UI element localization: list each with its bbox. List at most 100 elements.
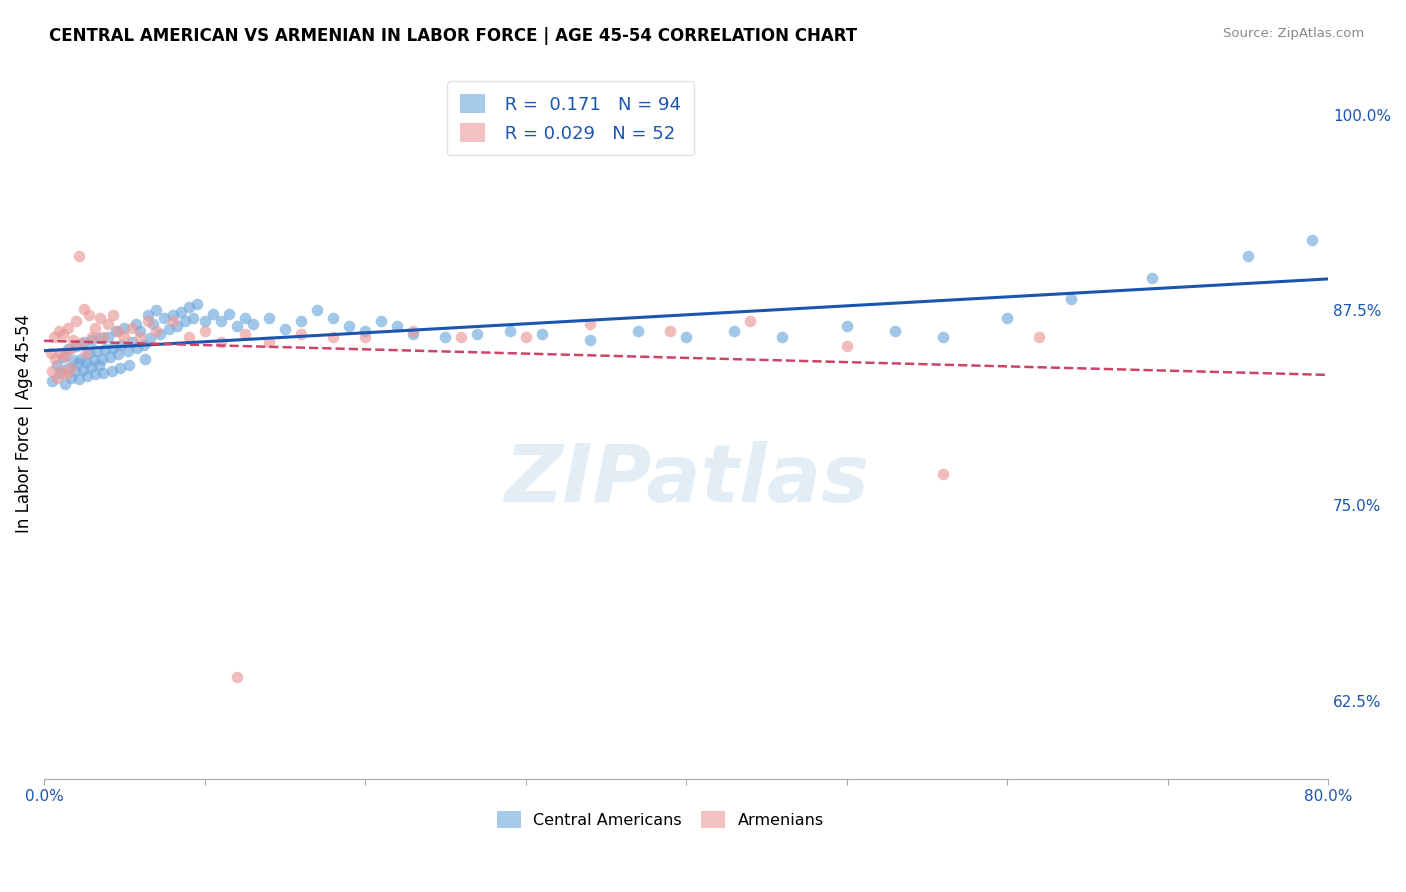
Point	[183, 311, 205, 326]
Point	[675, 330, 697, 344]
Point	[995, 311, 1018, 326]
Point	[63, 364, 86, 378]
Point	[82, 330, 104, 344]
Point	[66, 356, 89, 370]
Point	[467, 326, 489, 341]
Point	[932, 330, 955, 344]
Point	[87, 358, 110, 372]
Point	[108, 361, 131, 376]
Point	[770, 330, 793, 344]
Point	[65, 339, 87, 353]
Point	[46, 370, 69, 384]
Point	[73, 334, 96, 349]
Point	[387, 318, 409, 333]
Point	[67, 372, 90, 386]
Point	[65, 314, 87, 328]
Point	[322, 311, 344, 326]
Point	[274, 322, 297, 336]
Point	[41, 364, 63, 378]
Point	[41, 374, 63, 388]
Point	[162, 314, 184, 328]
Point	[194, 314, 217, 328]
Point	[75, 355, 97, 369]
Point	[124, 318, 146, 332]
Point	[139, 331, 162, 345]
Point	[177, 330, 200, 344]
Point	[883, 324, 905, 338]
Point	[49, 345, 72, 359]
Point	[242, 318, 264, 332]
Point	[740, 314, 762, 328]
Point	[157, 322, 180, 336]
Point	[97, 330, 120, 344]
Point	[107, 324, 129, 338]
Point	[402, 326, 425, 341]
Point	[84, 368, 107, 382]
Point	[77, 308, 100, 322]
Point	[498, 324, 520, 338]
Point	[145, 324, 167, 338]
Point	[82, 333, 104, 347]
Point	[218, 306, 240, 320]
Point	[354, 330, 377, 344]
Point	[39, 345, 62, 359]
Point	[53, 376, 76, 391]
Point	[42, 330, 65, 344]
Point	[322, 330, 344, 344]
Point	[52, 350, 75, 364]
Point	[100, 364, 122, 378]
Point	[51, 364, 73, 378]
Point	[450, 330, 472, 344]
Point	[77, 345, 100, 359]
Point	[659, 324, 682, 338]
Point	[434, 330, 457, 344]
Point	[723, 324, 745, 338]
Point	[56, 343, 79, 357]
Point	[233, 326, 256, 341]
Point	[76, 368, 98, 383]
Point	[162, 308, 184, 322]
Point	[105, 324, 128, 338]
Text: Source: ZipAtlas.com: Source: ZipAtlas.com	[1223, 27, 1364, 40]
Point	[117, 343, 139, 358]
Point	[1237, 249, 1260, 263]
Point	[107, 347, 129, 361]
Point	[60, 361, 83, 376]
Point	[83, 353, 105, 368]
Point	[169, 305, 191, 319]
Point	[337, 318, 360, 333]
Y-axis label: In Labor Force | Age 45-54: In Labor Force | Age 45-54	[15, 314, 32, 533]
Point	[515, 330, 537, 344]
Point	[530, 326, 553, 341]
Point	[225, 670, 247, 684]
Point	[44, 351, 66, 366]
Point	[142, 318, 165, 332]
Point	[112, 330, 135, 344]
Point	[305, 303, 328, 318]
Point	[134, 351, 156, 366]
Point	[186, 297, 208, 311]
Point	[59, 343, 82, 357]
Point	[62, 353, 84, 368]
Point	[56, 320, 79, 334]
Point	[75, 345, 97, 359]
Point	[579, 318, 602, 332]
Point	[1028, 330, 1050, 344]
Point	[52, 326, 75, 341]
Point	[112, 320, 135, 334]
Point	[370, 314, 392, 328]
Point	[579, 333, 602, 347]
Point	[627, 324, 650, 338]
Point	[290, 326, 312, 341]
Point	[101, 341, 124, 355]
Point	[177, 300, 200, 314]
Point	[118, 358, 141, 372]
Point	[132, 337, 155, 351]
Point	[257, 334, 280, 349]
Point	[209, 314, 232, 328]
Point	[110, 337, 132, 351]
Point	[93, 366, 115, 380]
Point	[201, 306, 224, 320]
Point	[145, 303, 167, 318]
Point	[89, 331, 111, 345]
